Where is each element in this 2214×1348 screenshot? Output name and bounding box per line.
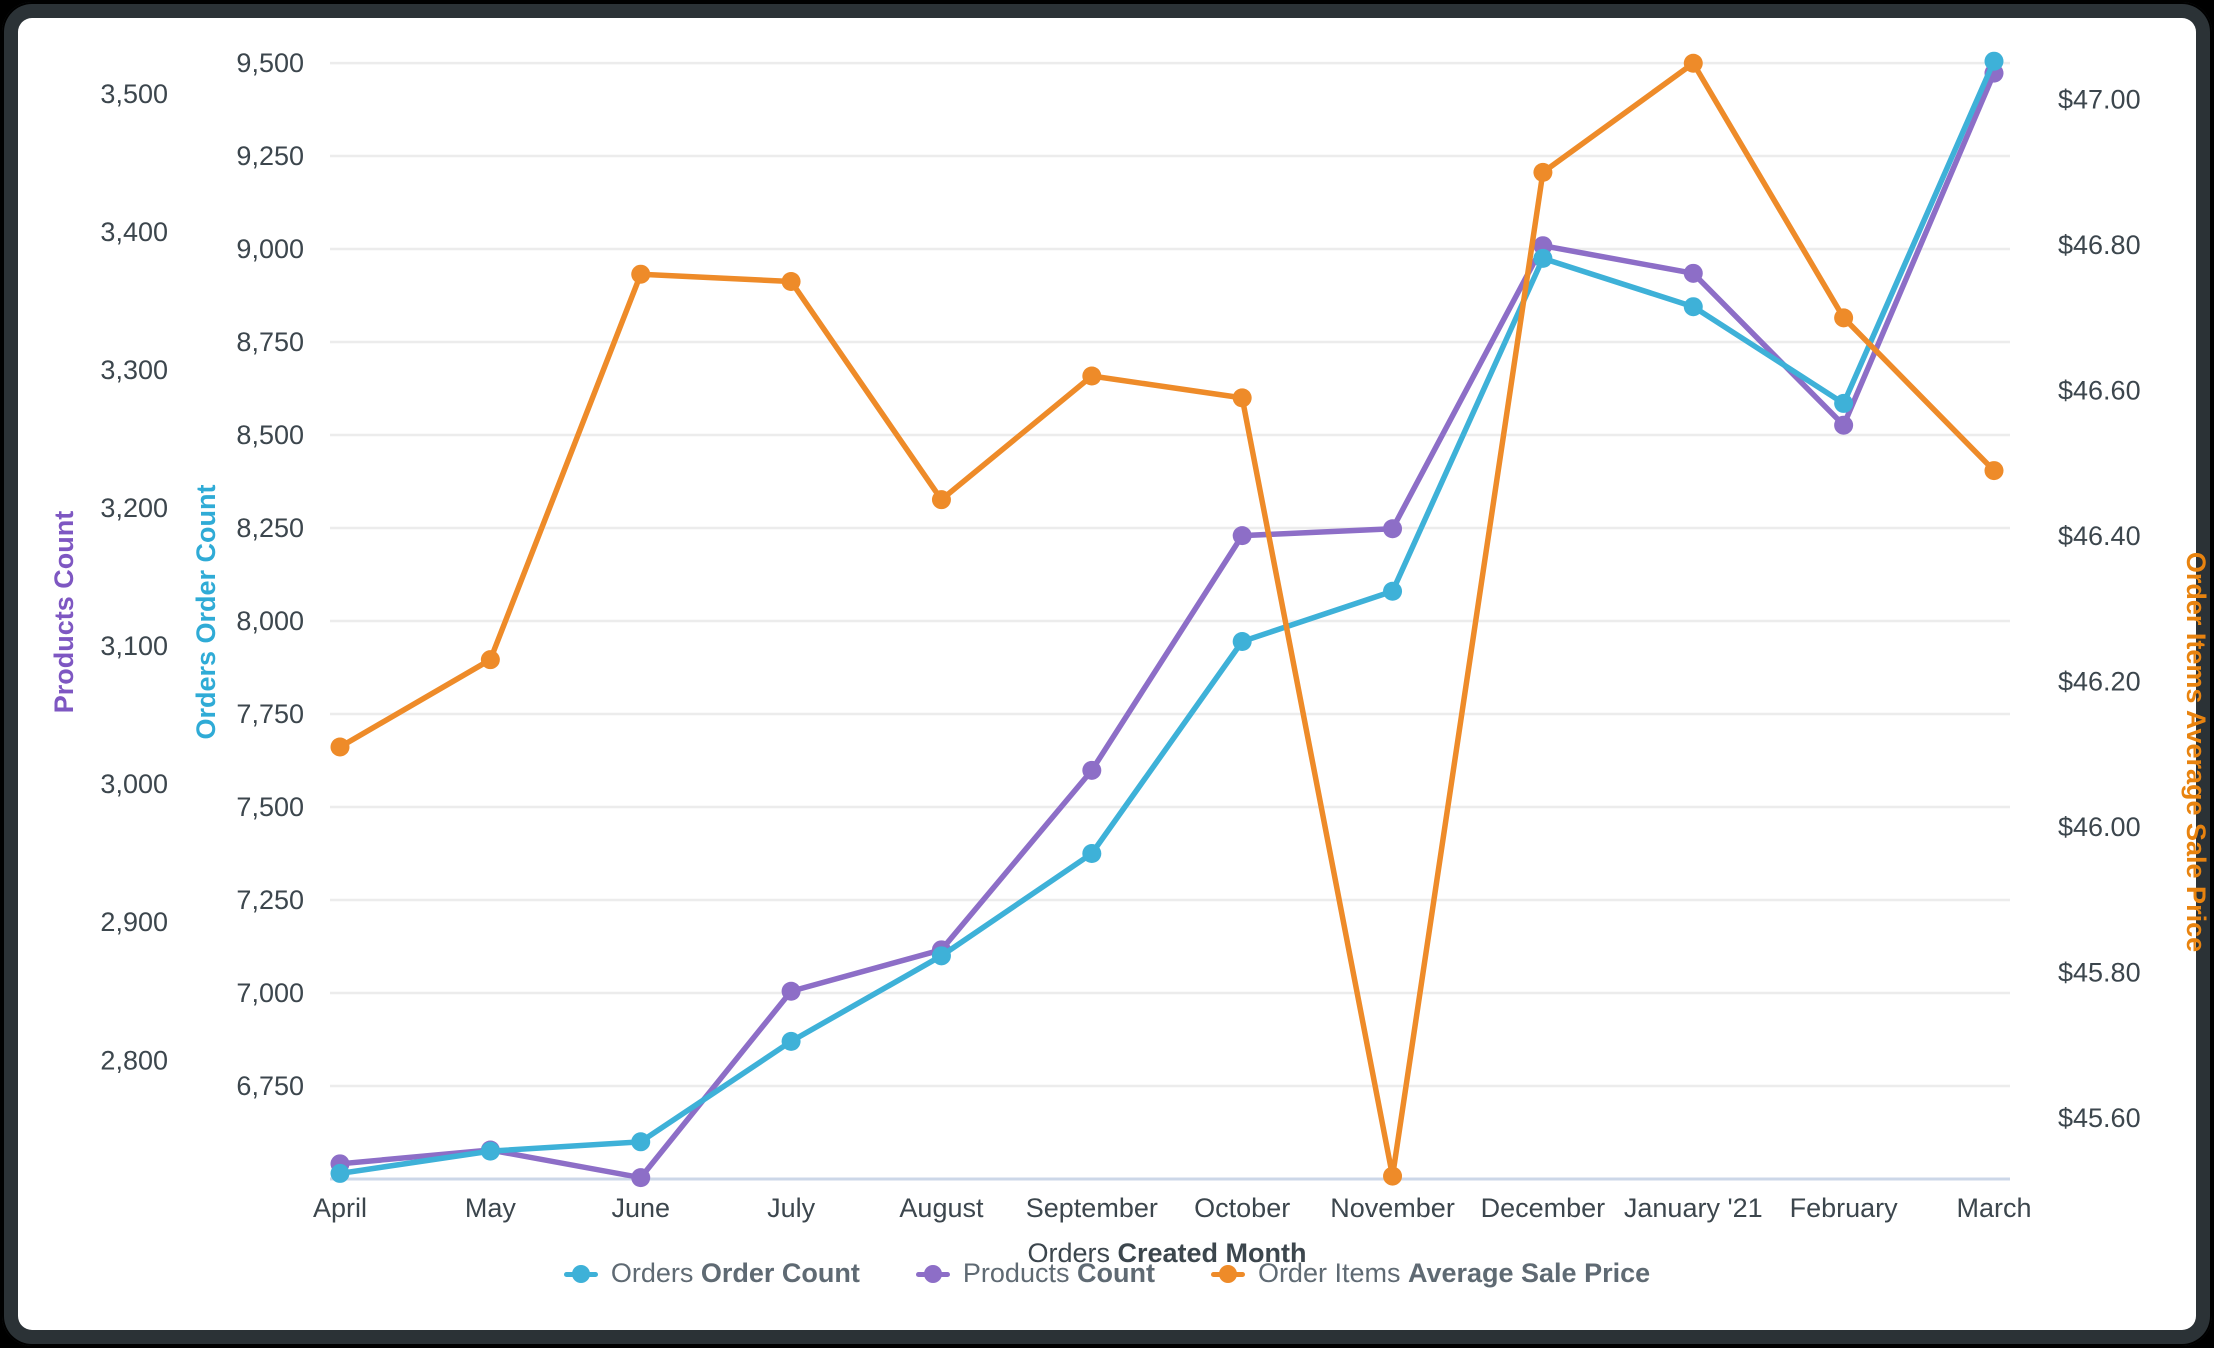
data-point-products-3[interactable]	[781, 981, 801, 1001]
price-tick-label: $46.20	[2058, 667, 2141, 697]
products-tick-label: 2,900	[100, 907, 168, 937]
legend-label-price: Order Items Average Sale Price	[1257, 1258, 1651, 1288]
series-points-price	[330, 53, 2004, 1186]
price-tick-label: $46.40	[2058, 521, 2141, 551]
data-point-products-2[interactable]	[631, 1168, 651, 1188]
data-point-price-9[interactable]	[1683, 53, 1703, 73]
legend-item-orders[interactable]: Orders Order Count	[563, 1258, 860, 1289]
month-label: November	[1330, 1193, 1455, 1223]
data-point-price-3[interactable]	[781, 271, 801, 291]
legend-marker-price-icon	[1210, 1264, 1245, 1284]
data-point-orders-11[interactable]	[1984, 51, 2004, 71]
data-point-orders-5[interactable]	[1082, 844, 1102, 864]
month-label: July	[767, 1193, 816, 1223]
month-label: September	[1026, 1193, 1158, 1223]
orders-tick-label: 8,250	[236, 513, 304, 543]
data-point-price-1[interactable]	[480, 650, 500, 670]
orders-tick-label: 7,000	[236, 978, 304, 1008]
orders-tick-label: 7,750	[236, 699, 304, 729]
products-tick-label: 3,200	[100, 493, 168, 523]
data-point-price-6[interactable]	[1232, 388, 1252, 408]
orders-tick-label: 8,000	[236, 606, 304, 636]
orders-tick-label: 9,500	[236, 48, 304, 78]
data-point-orders-6[interactable]	[1232, 631, 1252, 651]
legend-item-products[interactable]: Products Count	[915, 1258, 1155, 1289]
data-point-price-7[interactable]	[1383, 1166, 1403, 1186]
legend-item-price[interactable]: Order Items Average Sale Price	[1210, 1258, 1651, 1289]
price-tick-label: $46.60	[2058, 376, 2141, 406]
orders-tick-label: 9,250	[236, 141, 304, 171]
products-tick-label: 3,400	[100, 217, 168, 247]
data-point-orders-9[interactable]	[1683, 297, 1703, 317]
products-tick-label: 3,000	[100, 769, 168, 799]
products-axis-tick-labels: 2,800 2,900 3,000 3,100 3,200 3,300 3,400 3,500	[100, 79, 168, 1075]
data-point-orders-8[interactable]	[1533, 248, 1553, 268]
price-tick-label: $46.80	[2058, 230, 2141, 260]
series-line-orders	[337, 58, 1997, 1177]
data-point-price-4[interactable]	[931, 490, 951, 510]
data-point-price-0[interactable]	[330, 737, 350, 757]
price-tick-label: $45.60	[2058, 1103, 2141, 1133]
x-axis-title: Orders Created Month	[1027, 1238, 1306, 1268]
legend-label-orders: Orders Order Count	[610, 1258, 860, 1288]
orders-axis-tick-labels: 6,750 7,000 7,250 7,500 7,750 8,000 8,250 8,500…	[236, 48, 304, 1101]
month-label: December	[1481, 1193, 1606, 1223]
orders-tick-label: 7,250	[236, 885, 304, 915]
x-axis-tick-labels: April May June July August September October No…	[313, 1193, 2032, 1223]
month-label: February	[1790, 1193, 1899, 1223]
orders-tick-label: 6,750	[236, 1071, 304, 1101]
series-line-products	[337, 70, 1997, 1181]
gridlines	[330, 61, 2010, 1088]
chart-legend: Orders Order Count Products Count Order It…	[0, 1258, 2214, 1289]
price-tick-label: $45.80	[2058, 957, 2141, 987]
data-point-price-8[interactable]	[1533, 162, 1553, 182]
data-point-products-9[interactable]	[1683, 263, 1703, 283]
data-point-orders-1[interactable]	[480, 1141, 500, 1161]
orders-tick-label: 8,750	[236, 327, 304, 357]
price-axis-tick-labels: $45.60 $45.80 $46.00 $46.20 $46.40 $46.60 $46.…	[2058, 85, 2141, 1133]
products-tick-label: 2,800	[100, 1045, 168, 1075]
month-label: August	[899, 1193, 984, 1223]
month-label: June	[611, 1193, 670, 1223]
data-point-orders-0[interactable]	[330, 1163, 350, 1183]
data-point-price-5[interactable]	[1082, 366, 1102, 386]
products-tick-label: 3,300	[100, 355, 168, 385]
data-point-products-10[interactable]	[1834, 415, 1854, 435]
price-tick-label: $46.00	[2058, 812, 2141, 842]
products-tick-label: 3,100	[100, 631, 168, 661]
month-label: March	[1956, 1193, 2031, 1223]
series-points-products	[330, 63, 2004, 1188]
price-axis-title: Order Items Average Sale Price	[2181, 552, 2211, 952]
products-tick-label: 3,500	[100, 79, 168, 109]
legend-label-products: Products Count	[962, 1258, 1155, 1288]
data-point-orders-10[interactable]	[1834, 393, 1854, 413]
products-axis-title: Products Count	[49, 511, 79, 714]
data-point-price-2[interactable]	[631, 264, 651, 284]
legend-marker-products-icon	[915, 1264, 950, 1284]
month-label: April	[313, 1193, 367, 1223]
orders-axis-title: Orders Order Count	[191, 484, 221, 739]
price-tick-label: $47.00	[2058, 85, 2141, 115]
month-label: October	[1194, 1193, 1290, 1223]
orders-tick-label: 9,000	[236, 234, 304, 264]
month-label: May	[465, 1193, 517, 1223]
series-line-price	[337, 60, 1997, 1179]
data-point-orders-7[interactable]	[1383, 581, 1403, 601]
data-point-orders-2[interactable]	[631, 1132, 651, 1152]
legend-marker-orders-icon	[563, 1264, 598, 1284]
data-point-price-10[interactable]	[1834, 308, 1854, 328]
data-point-products-7[interactable]	[1383, 519, 1403, 539]
data-point-products-5[interactable]	[1082, 760, 1102, 780]
orders-tick-label: 7,500	[236, 792, 304, 822]
orders-tick-label: 8,500	[236, 420, 304, 450]
data-point-orders-3[interactable]	[781, 1031, 801, 1051]
month-label: January '21	[1624, 1193, 1763, 1223]
chart-card	[18, 18, 2196, 1330]
series-points-orders	[330, 51, 2004, 1183]
data-point-price-11[interactable]	[1984, 461, 2004, 481]
data-point-products-6[interactable]	[1232, 526, 1252, 546]
data-point-orders-4[interactable]	[931, 946, 951, 966]
